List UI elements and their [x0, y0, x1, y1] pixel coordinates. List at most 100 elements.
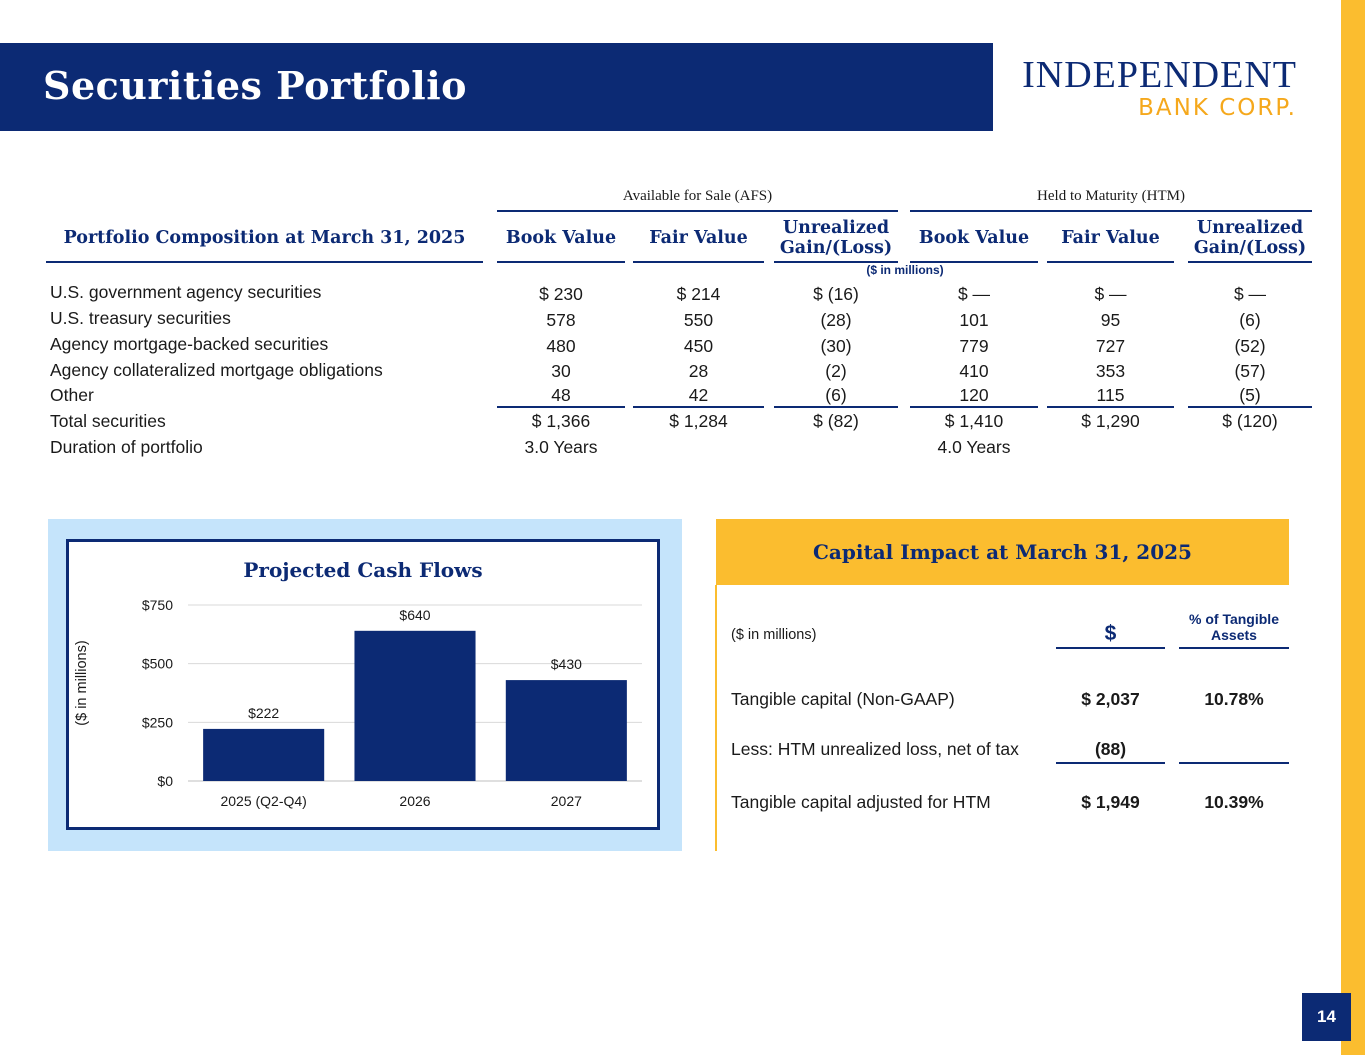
cell-htm-book: $ —: [957, 284, 991, 304]
cell-afs-unrealized: $ (82): [813, 411, 859, 431]
chart-title: Projected Cash Flows: [243, 558, 483, 582]
capital-row-value: $ 1,949: [1081, 792, 1140, 812]
subtotal-rule: [633, 406, 764, 408]
cell-htm-unrealized: (5): [1239, 385, 1261, 405]
capital-col-pct-line-1: % of Tangible: [1189, 611, 1279, 627]
row-label: Agency mortgage-backed securities: [50, 334, 329, 354]
logo-line-1: INDEPENDENT: [1022, 54, 1297, 96]
header-rule: [633, 261, 764, 263]
chart-data-label: $640: [399, 607, 430, 623]
row-label: Agency collateralized mortgage obligatio…: [50, 360, 383, 380]
company-logo: INDEPENDENT BANK CORP.: [1022, 56, 1297, 122]
col-header-htm-fair: Fair Value: [1061, 228, 1160, 248]
col-header-htm-unrealized: Unrealized Gain/(Loss): [1188, 218, 1312, 258]
cell-afs-book: 480: [546, 336, 576, 356]
subtotal-rule: [910, 406, 1038, 408]
row-label: Total securities: [50, 411, 166, 431]
col-header-htm-book: Book Value: [918, 228, 1030, 248]
subtotal-rule: [1047, 406, 1174, 408]
row-label: U.S. government agency securities: [50, 282, 322, 302]
logo-line-2: BANK CORP.: [1138, 95, 1297, 121]
col-header-afs-book: Book Value: [505, 228, 617, 248]
cell-htm-book: $ 1,410: [944, 411, 1004, 431]
cell-afs-unrealized: (6): [825, 385, 847, 405]
capital-col-dollar: $: [1104, 622, 1117, 645]
capital-subtotal-rule: [1056, 762, 1165, 764]
header-rule: [1047, 261, 1174, 263]
chart-plot: $0 $250 $500 $750 $222 2025 (Q2-Q4) $640 2026 $4…: [142, 597, 642, 809]
chart-data-label: $222: [248, 705, 279, 721]
cell-afs-fair: 450: [683, 336, 714, 356]
chart-x-tick-label: 2027: [551, 793, 582, 809]
cell-htm-book: 410: [959, 361, 989, 381]
cell-afs-fair: 550: [683, 310, 714, 330]
col-header-line-2: Gain/(Loss): [1193, 238, 1307, 258]
row-label: Other: [50, 385, 94, 405]
chart-bar: [203, 728, 325, 781]
units-note: ($ in millions): [866, 263, 944, 277]
cell-afs-unrealized: (2): [825, 361, 847, 381]
capital-col-pct: % of Tangible Assets: [1179, 611, 1289, 643]
cell-htm-book: 101: [959, 310, 989, 330]
col-header-line-1: Unrealized: [1196, 218, 1304, 238]
capital-col-pct-line-2: Assets: [1211, 627, 1257, 643]
subtotal-rule: [774, 406, 898, 408]
cell-htm-fair: $ 1,290: [1081, 411, 1140, 431]
chart-y-tick-label: $500: [142, 656, 173, 672]
capital-row-value: $ 2,037: [1081, 689, 1140, 709]
cell-afs-unrealized: (30): [820, 336, 852, 356]
header-rule: [910, 261, 1038, 263]
cash-flow-panel: Projected Cash Flows ($ in millions) $0 $…: [48, 519, 682, 851]
capital-row-label: Tangible capital (Non-GAAP): [731, 689, 955, 709]
col-header-line-2: Gain/(Loss): [779, 238, 893, 258]
cell-htm-unrealized: (57): [1234, 361, 1266, 381]
row-label: U.S. treasury securities: [50, 308, 231, 328]
cell-htm-fair: 353: [1095, 361, 1126, 381]
cell-afs-unrealized: $ (16): [813, 284, 859, 304]
chart-bar: [354, 630, 476, 781]
capital-subtotal-rule: [1179, 762, 1289, 764]
cell-afs-book: 578: [546, 310, 576, 330]
group-header-htm: Held to Maturity (HTM): [1037, 188, 1185, 204]
page-title: Securities Portfolio: [43, 63, 468, 108]
header-rule: [46, 261, 483, 263]
cell-htm-fair: 95: [1100, 310, 1121, 330]
subtotal-rule: [497, 406, 625, 408]
cell-htm-fair: 727: [1095, 336, 1126, 356]
title-bar: Securities Portfolio: [0, 43, 993, 131]
cell-afs-duration: 3.0 Years: [524, 437, 598, 457]
chart-x-tick-label: 2025 (Q2-Q4): [220, 793, 306, 809]
cell-htm-book: 779: [959, 336, 989, 356]
cell-htm-unrealized: (6): [1239, 310, 1261, 330]
cell-htm-fair: 115: [1096, 385, 1125, 405]
chart-frame: Projected Cash Flows ($ in millions) $0 $…: [66, 539, 660, 830]
chart-bar: [505, 680, 627, 781]
group-line-htm: [910, 210, 1312, 212]
cell-afs-fair: 28: [688, 361, 709, 381]
row-label: Duration of portfolio: [50, 437, 203, 457]
header-rule: [774, 261, 898, 263]
cell-afs-unrealized: (28): [820, 310, 852, 330]
cell-afs-fair: $ 214: [676, 284, 721, 304]
chart-data-label: $430: [551, 656, 582, 672]
page-number: 14: [1302, 993, 1351, 1041]
capital-divider: [715, 585, 717, 851]
group-line-afs: [497, 210, 898, 212]
capital-header: Capital Impact at March 31, 2025: [716, 519, 1289, 585]
capital-units: ($ in millions): [731, 627, 817, 643]
capital-title: Capital Impact at March 31, 2025: [813, 540, 1192, 564]
chart-y-tick-label: $250: [142, 714, 173, 730]
cell-afs-book: 48: [551, 385, 571, 405]
cell-afs-book: $ 1,366: [531, 411, 591, 431]
cell-afs-book: 30: [551, 361, 571, 381]
col-header-afs-unrealized: Unrealized Gain/(Loss): [774, 218, 898, 258]
chart-x-tick-label: 2026: [399, 793, 430, 809]
group-header-afs: Available for Sale (AFS): [622, 188, 773, 204]
chart-y-tick-label: $0: [157, 773, 173, 789]
cell-afs-book: $ 230: [539, 284, 583, 304]
cell-afs-fair: 42: [688, 385, 709, 405]
col-header-line-1: Unrealized: [782, 218, 890, 238]
capital-row-pct: 10.78%: [1204, 689, 1264, 709]
capital-row-value: (88): [1094, 739, 1127, 759]
col-header-afs-fair: Fair Value: [649, 228, 748, 248]
